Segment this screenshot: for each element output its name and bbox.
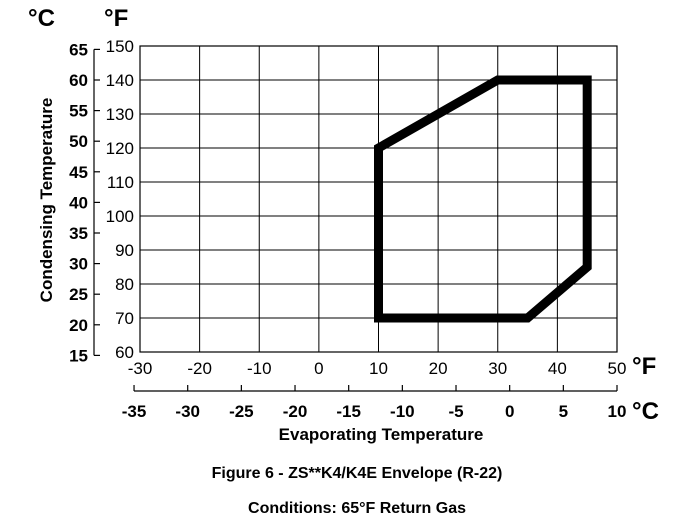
- y-tick-c-label: 30: [69, 255, 88, 274]
- x-tick-f-label: -30: [128, 359, 153, 378]
- y-tick-c-label: 65: [69, 40, 88, 59]
- y-tick-c-label: 20: [69, 316, 88, 335]
- y-tick-c-label: 45: [69, 163, 88, 182]
- y-tick-f-label: 70: [115, 309, 134, 328]
- x-unit-secondary-label: °C: [632, 398, 659, 425]
- y-tick-f-label: 100: [106, 207, 134, 226]
- chart-marks: [374, 75, 592, 323]
- x-tick-c-label: -10: [390, 402, 415, 421]
- x-tick-c-label: -20: [283, 402, 308, 421]
- y-unit-primary-label: °F: [104, 5, 128, 32]
- y-unit-secondary-label: °C: [28, 5, 55, 32]
- y-tick-f-label: 120: [106, 139, 134, 158]
- x-tick-c-label: -15: [336, 402, 361, 421]
- y-tick-c-label: 60: [69, 71, 88, 90]
- y-tick-f-label: 150: [106, 37, 134, 56]
- y-tick-f-label: 80: [115, 275, 134, 294]
- x-unit-primary-label: °F: [632, 353, 656, 380]
- x-tick-c-label: -30: [175, 402, 200, 421]
- y-tick-f-label: 90: [115, 241, 134, 260]
- x-tick-c-label: 0: [505, 402, 514, 421]
- y-tick-c-label: 35: [69, 224, 88, 243]
- x-axis-title: Evaporating Temperature: [279, 425, 484, 444]
- y-tick-c-label: 25: [69, 285, 88, 304]
- x-tick-f-label: 40: [548, 359, 567, 378]
- y-tick-c-label: 15: [69, 346, 88, 365]
- y-tick-f-label: 130: [106, 105, 134, 124]
- x-tick-f-label: 0: [314, 359, 323, 378]
- x-tick-f-label: -20: [187, 359, 212, 378]
- figure-caption: Figure 6 - ZS**K4/K4E Envelope (R-22): [212, 465, 503, 482]
- operating-envelope-outline: [374, 75, 592, 323]
- x-tick-c-label: 10: [608, 402, 627, 421]
- y-tick-f-label: 110: [107, 173, 134, 192]
- x-tick-c-label: -35: [122, 402, 147, 421]
- x-tick-c-label: 5: [559, 402, 568, 421]
- y-tick-c-label: 55: [69, 102, 88, 121]
- conditions-note: Conditions: 65°F Return Gas: [248, 500, 466, 517]
- x-tick-f-label: 30: [488, 359, 507, 378]
- x-tick-f-label: 20: [429, 359, 448, 378]
- chart-labels: -30 -20 -10 0 10 20 30 40 5060708090100110120130…: [69, 37, 626, 421]
- y-tick-f-label: 140: [106, 71, 134, 90]
- x-tick-c-label: -5: [448, 402, 463, 421]
- chart-grid: [93, 45, 618, 392]
- x-tick-f-label: 10: [369, 359, 388, 378]
- y-tick-f-label: 60: [115, 343, 134, 362]
- x-tick-f-label: -10: [247, 359, 272, 378]
- y-tick-c-label: 40: [69, 193, 88, 212]
- x-tick-c-label: -25: [229, 402, 254, 421]
- y-tick-c-label: 50: [69, 132, 88, 151]
- x-tick-f-label: 50: [608, 359, 627, 378]
- y-axis-title: Condensing Temperature: [37, 98, 56, 303]
